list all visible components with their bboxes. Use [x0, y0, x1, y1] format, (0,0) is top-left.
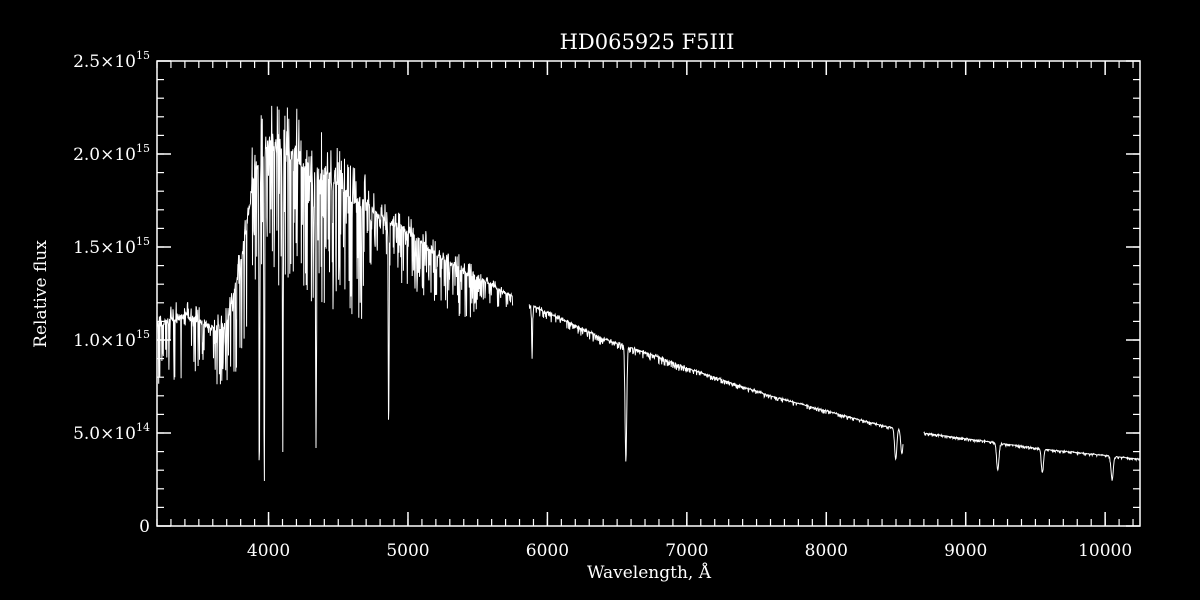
- y-tick-label: 1.0×1015: [73, 328, 150, 351]
- y-tick-label: 2.5×1015: [73, 49, 150, 72]
- x-tick-label: 6000: [526, 541, 569, 561]
- chart-title: HD065925 F5III: [560, 30, 735, 54]
- y-tick-label: 2.0×1015: [73, 142, 150, 165]
- spectrum-line-segment: [923, 431, 1141, 481]
- x-tick-label: 7000: [665, 541, 708, 561]
- y-tick-label: 1.5×1015: [73, 235, 150, 258]
- spectrum-line-segment: [528, 304, 904, 462]
- x-tick-label: 4000: [247, 541, 290, 561]
- y-axis-label: Relative flux: [31, 240, 51, 348]
- x-tick-label: 8000: [805, 541, 848, 561]
- x-tick-label: 5000: [386, 541, 429, 561]
- plot-frame: [156, 60, 1141, 527]
- x-axis-label: Wavelength, Å: [587, 562, 712, 583]
- minor-ticks: [156, 61, 1140, 526]
- y-tick-label: 0: [139, 517, 150, 537]
- x-tick-label: 10000: [1078, 541, 1132, 561]
- x-axis-ticks: 4000 5000 6000 7000 8000 9000 10000: [247, 61, 1132, 561]
- x-tick-label: 9000: [944, 541, 987, 561]
- spectrum-line-segment: [156, 105, 514, 482]
- spectrum-series: [156, 105, 1141, 482]
- y-tick-label: 5.0×1014: [73, 421, 150, 444]
- y-axis-ticks: 0 5.0×1014 1.0×1015 1.5×1015 2.0×1015 2.5×101…: [73, 49, 1140, 537]
